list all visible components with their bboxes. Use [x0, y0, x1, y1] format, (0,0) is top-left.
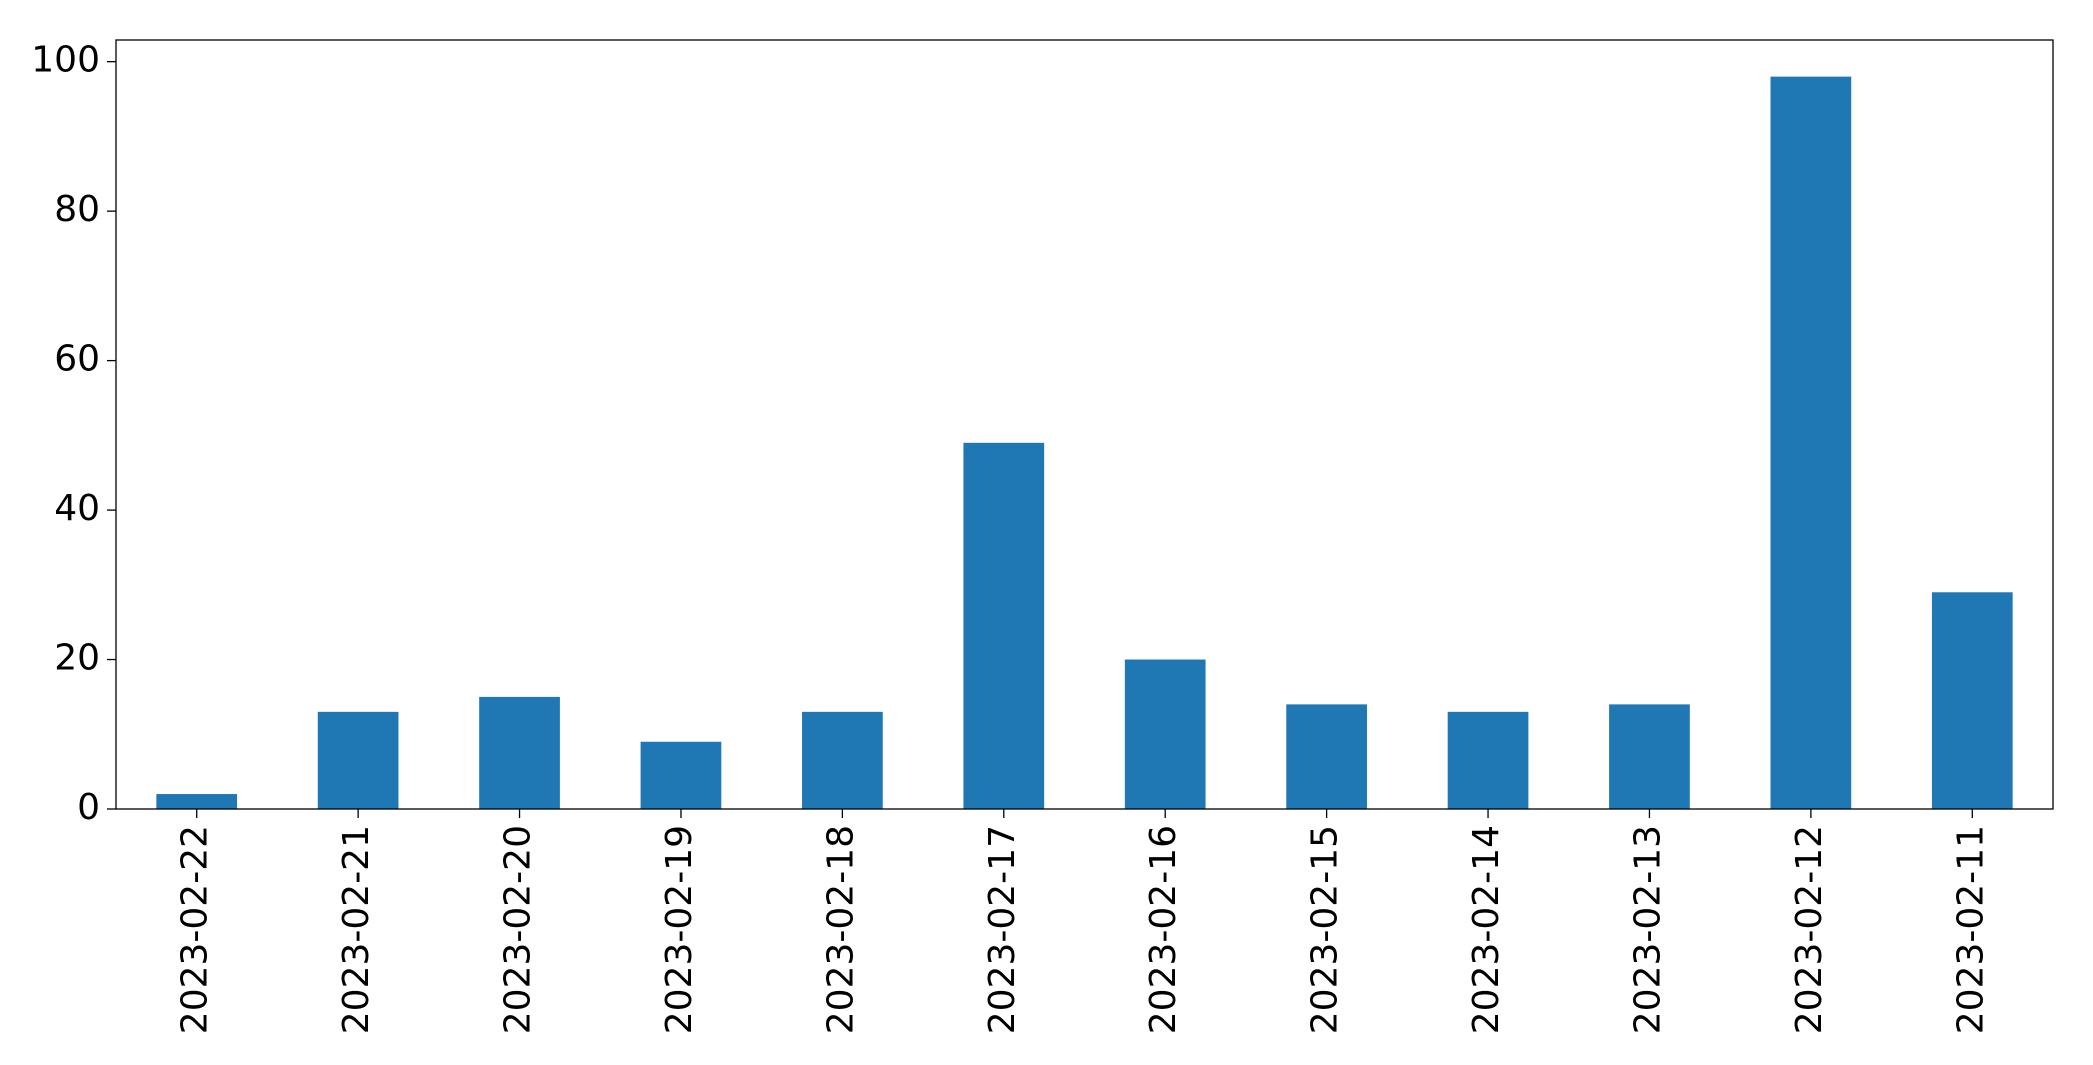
- x-tick-label: 2023-02-17: [982, 825, 1023, 1034]
- bar: [1609, 704, 1690, 809]
- x-tick-label: 2023-02-11: [1950, 825, 1991, 1034]
- y-tick-label: 20: [54, 638, 100, 679]
- x-tick-label: 2023-02-20: [498, 825, 539, 1034]
- bar: [963, 442, 1045, 809]
- x-tick-label: 2023-02-18: [820, 825, 861, 1034]
- x-tick-label: 2023-02-21: [336, 825, 377, 1034]
- x-tick-label: 2023-02-19: [659, 825, 700, 1034]
- x-tick-label: 2023-02-12: [1789, 825, 1830, 1034]
- y-tick-label: 60: [54, 339, 100, 380]
- bar: [479, 696, 560, 809]
- x-tick-label: 2023-02-15: [1305, 825, 1346, 1034]
- y-tick-label: 100: [31, 40, 100, 81]
- y-tick-label: 40: [54, 488, 100, 529]
- y-tick-label: 0: [77, 787, 100, 828]
- bar: [1770, 76, 1852, 810]
- bar: [640, 741, 722, 809]
- x-tick-label: 2023-02-16: [1143, 825, 1184, 1034]
- bar: [1286, 704, 1367, 809]
- x-tick-label: 2023-02-22: [175, 825, 216, 1034]
- x-tick-label: 2023-02-13: [1627, 825, 1668, 1034]
- x-tick-label: 2023-02-14: [1466, 825, 1507, 1034]
- bar: [1931, 592, 2013, 809]
- bar: [802, 711, 883, 809]
- bar: [317, 711, 399, 809]
- axes-frame: [115, 39, 2054, 810]
- bar: [1124, 659, 1206, 809]
- bar: [156, 794, 238, 809]
- y-tick-label: 80: [54, 189, 100, 230]
- bar: [1447, 711, 1529, 809]
